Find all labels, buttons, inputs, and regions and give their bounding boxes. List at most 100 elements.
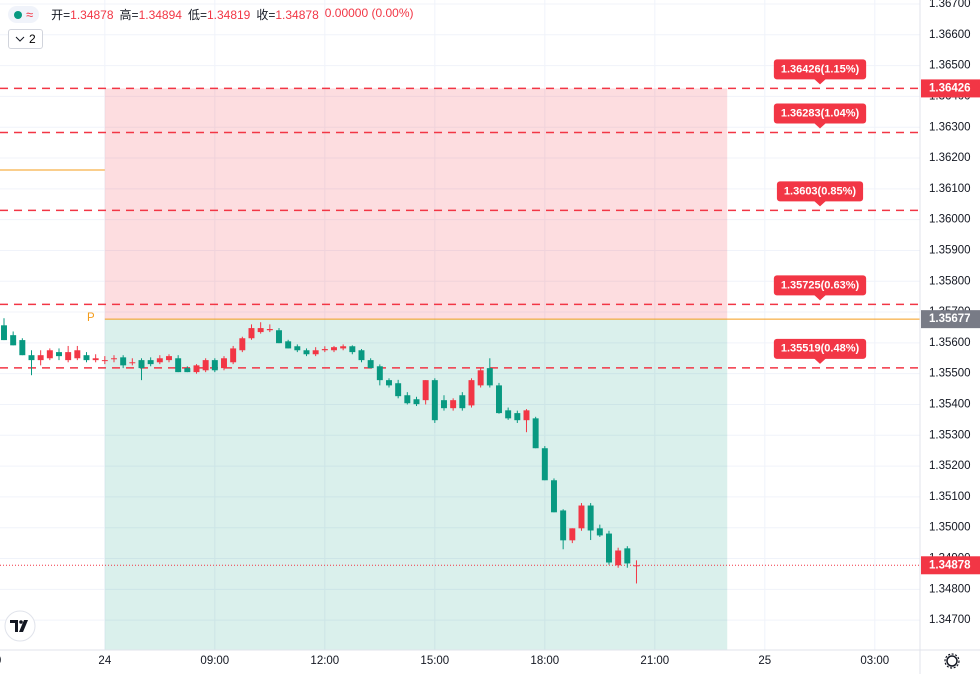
- level-tag-pointer: [814, 294, 826, 301]
- ohlc-value: 1.34894: [138, 8, 182, 22]
- candle-body: [10, 335, 17, 346]
- candle-body: [404, 395, 411, 404]
- candle-body: [331, 347, 337, 351]
- y-tick-label: 1.35300: [929, 429, 971, 441]
- candle-body: [633, 565, 640, 567]
- indicator-toggle[interactable]: 2: [8, 29, 43, 49]
- candle-body: [285, 341, 292, 349]
- level-tag-pointer: [814, 78, 826, 85]
- candle-body: [532, 418, 539, 449]
- ohlc-value: 0.00000 (0.00%): [324, 6, 414, 20]
- ohlc-label: 开=: [51, 8, 71, 22]
- candle-body: [120, 357, 127, 366]
- candle-body: [459, 395, 466, 409]
- y-tick-label: 1.36300: [929, 121, 971, 133]
- candle-body: [221, 358, 227, 369]
- candle-body: [587, 505, 594, 531]
- candle-body: [560, 510, 567, 541]
- tradingview-logo[interactable]: [4, 610, 36, 642]
- indicator-count: 2: [29, 32, 36, 46]
- y-tick-label: 1.35200: [929, 460, 971, 472]
- candle-body: [624, 548, 631, 564]
- candle-body: [56, 352, 62, 357]
- candle-body: [303, 350, 310, 355]
- candle-body: [450, 400, 457, 409]
- candle-body: [615, 550, 622, 566]
- y-tick-label: 1.36600: [929, 29, 971, 41]
- ohlc-label: 低=: [187, 8, 207, 22]
- price-label-box: [921, 79, 980, 98]
- candle-body: [422, 380, 429, 401]
- candle-body: [468, 380, 475, 406]
- candle-body: [46, 350, 53, 359]
- profit-zone: [104, 88, 728, 320]
- price-label: 1.36426: [929, 82, 971, 94]
- level-tag: 1.3603(0.85%): [776, 181, 864, 207]
- ohlc-item: 低=1.34819: [188, 6, 250, 23]
- candle-body: [367, 360, 374, 369]
- ohlc-value: 1.34878: [275, 8, 319, 22]
- level-tag: 1.35519(0.48%): [773, 338, 867, 364]
- level-tag-pointer: [814, 200, 826, 207]
- candle-body: [211, 360, 218, 371]
- level-tag-box: [773, 338, 867, 359]
- candle-body: [541, 448, 548, 481]
- level-tag-label: 1.3603(0.85%): [784, 185, 856, 197]
- x-tick-label: 03:00: [860, 655, 889, 667]
- level-tag-box: [773, 59, 867, 80]
- candle-body: [193, 365, 200, 373]
- symbol-icons[interactable]: ≈: [8, 6, 40, 23]
- y-tick-label: 1.35100: [929, 491, 971, 503]
- y-tick-label: 1.35600: [929, 337, 971, 349]
- ohlc-item: 高=1.34894: [120, 6, 182, 23]
- candle-body: [514, 413, 521, 421]
- candle-body: [606, 533, 612, 563]
- candle-body: [395, 383, 402, 397]
- entry-label: P: [87, 312, 95, 324]
- y-tick-label: 1.35000: [929, 522, 971, 534]
- candle-body: [596, 528, 603, 536]
- ohlc-value: 1.34878: [70, 8, 114, 22]
- x-tick-label: 15:00: [420, 655, 449, 667]
- candle-body: [111, 358, 117, 360]
- candle-body: [239, 338, 246, 351]
- ohlc-item: 0.00000 (0.00%): [325, 6, 414, 23]
- x-tick-label: 09:00: [200, 655, 229, 667]
- logo-mark: [10, 620, 28, 632]
- level-tag-label: 1.36426(1.15%): [781, 63, 860, 75]
- y-tick-label: 1.36000: [929, 214, 971, 226]
- ohlc-item: 开=1.34878: [51, 6, 113, 23]
- y-tick-label: 1.35500: [929, 368, 971, 380]
- price-label: 1.34878: [929, 559, 971, 571]
- level-tag-pointer: [814, 358, 826, 364]
- level-tag-pointer: [814, 122, 826, 129]
- candle-body: [551, 480, 557, 513]
- level-tag-box: [773, 275, 867, 296]
- candle-body: [486, 368, 493, 386]
- ohlc-label: 收=: [256, 8, 276, 22]
- y-tick-label: 1.36500: [929, 60, 971, 72]
- settings-button[interactable]: [944, 653, 960, 669]
- level-tag: 1.36426(1.15%): [773, 59, 867, 85]
- candle-body: [386, 380, 392, 386]
- candle-body: [496, 385, 502, 414]
- candle-body: [184, 368, 191, 373]
- level-tag: 1.35725(0.63%): [773, 275, 867, 301]
- legend-header: ≈ 开=1.34878 高=1.34894 低=1.34819 收=1.34878 0.…: [8, 6, 414, 23]
- candle-body: [257, 328, 264, 333]
- level-tag-box: [773, 103, 867, 124]
- y-tick-label: 1.36200: [929, 152, 971, 164]
- level-tag: 1.36283(1.04%): [773, 103, 867, 129]
- candle-body: [74, 350, 81, 359]
- candle-body: [156, 358, 163, 363]
- chevron: [15, 36, 25, 42]
- x-tick-label: 25: [758, 655, 771, 667]
- candle-body: [129, 362, 136, 364]
- candle-body: [431, 380, 438, 421]
- x-tick-label: 00: [0, 655, 1, 667]
- candle-body: [248, 328, 255, 339]
- candle-body: [138, 360, 145, 369]
- y-tick-label: 1.36700: [929, 0, 971, 10]
